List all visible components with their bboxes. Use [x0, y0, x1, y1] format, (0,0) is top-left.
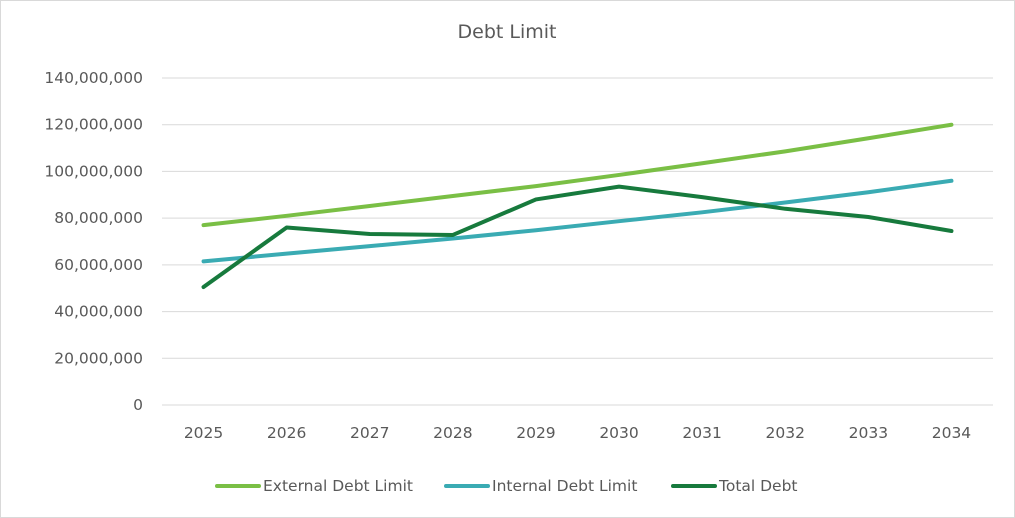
legend-label: Internal Debt Limit [492, 477, 637, 495]
legend-label: External Debt Limit [263, 477, 413, 495]
series-line-total-debt [201, 184, 954, 290]
x-tick-label: 2026 [267, 424, 306, 442]
y-tick-label: 140,000,000 [44, 69, 143, 87]
x-tick-label: 2034 [932, 424, 971, 442]
y-tick-label: 100,000,000 [44, 162, 143, 180]
y-tick-label: 0 [133, 396, 143, 414]
series-lines [201, 122, 954, 290]
x-tick-label: 2031 [682, 424, 721, 442]
x-tick-label: 2028 [433, 424, 472, 442]
x-tick-label: 2032 [766, 424, 805, 442]
x-axis-tick-labels: 2025 2026 2027 2028 2029 2030 2031 2032 2033 2034 [184, 424, 971, 442]
gridlines [162, 77, 993, 406]
series-line-internal-debt-limit [201, 178, 954, 264]
y-tick-label: 60,000,000 [54, 256, 143, 274]
legend-label: Total Debt [718, 477, 798, 495]
y-tick-label: 40,000,000 [54, 303, 143, 321]
y-tick-label: 120,000,000 [44, 116, 143, 134]
x-tick-label: 2030 [599, 424, 638, 442]
x-tick-label: 2029 [516, 424, 555, 442]
chart-title: Debt Limit [458, 21, 557, 43]
x-tick-label: 2027 [350, 424, 389, 442]
x-tick-label: 2025 [184, 424, 223, 442]
y-tick-label: 20,000,000 [54, 349, 143, 367]
y-axis-tick-labels: 0 20,000,000 40,000,000 60,000,000 80,000,00… [44, 69, 143, 414]
legend: External Debt Limit Internal Debt Limit To… [215, 477, 798, 495]
series-line-external-debt-limit [201, 122, 954, 228]
y-tick-label: 80,000,000 [54, 209, 143, 227]
x-tick-label: 2033 [849, 424, 888, 442]
